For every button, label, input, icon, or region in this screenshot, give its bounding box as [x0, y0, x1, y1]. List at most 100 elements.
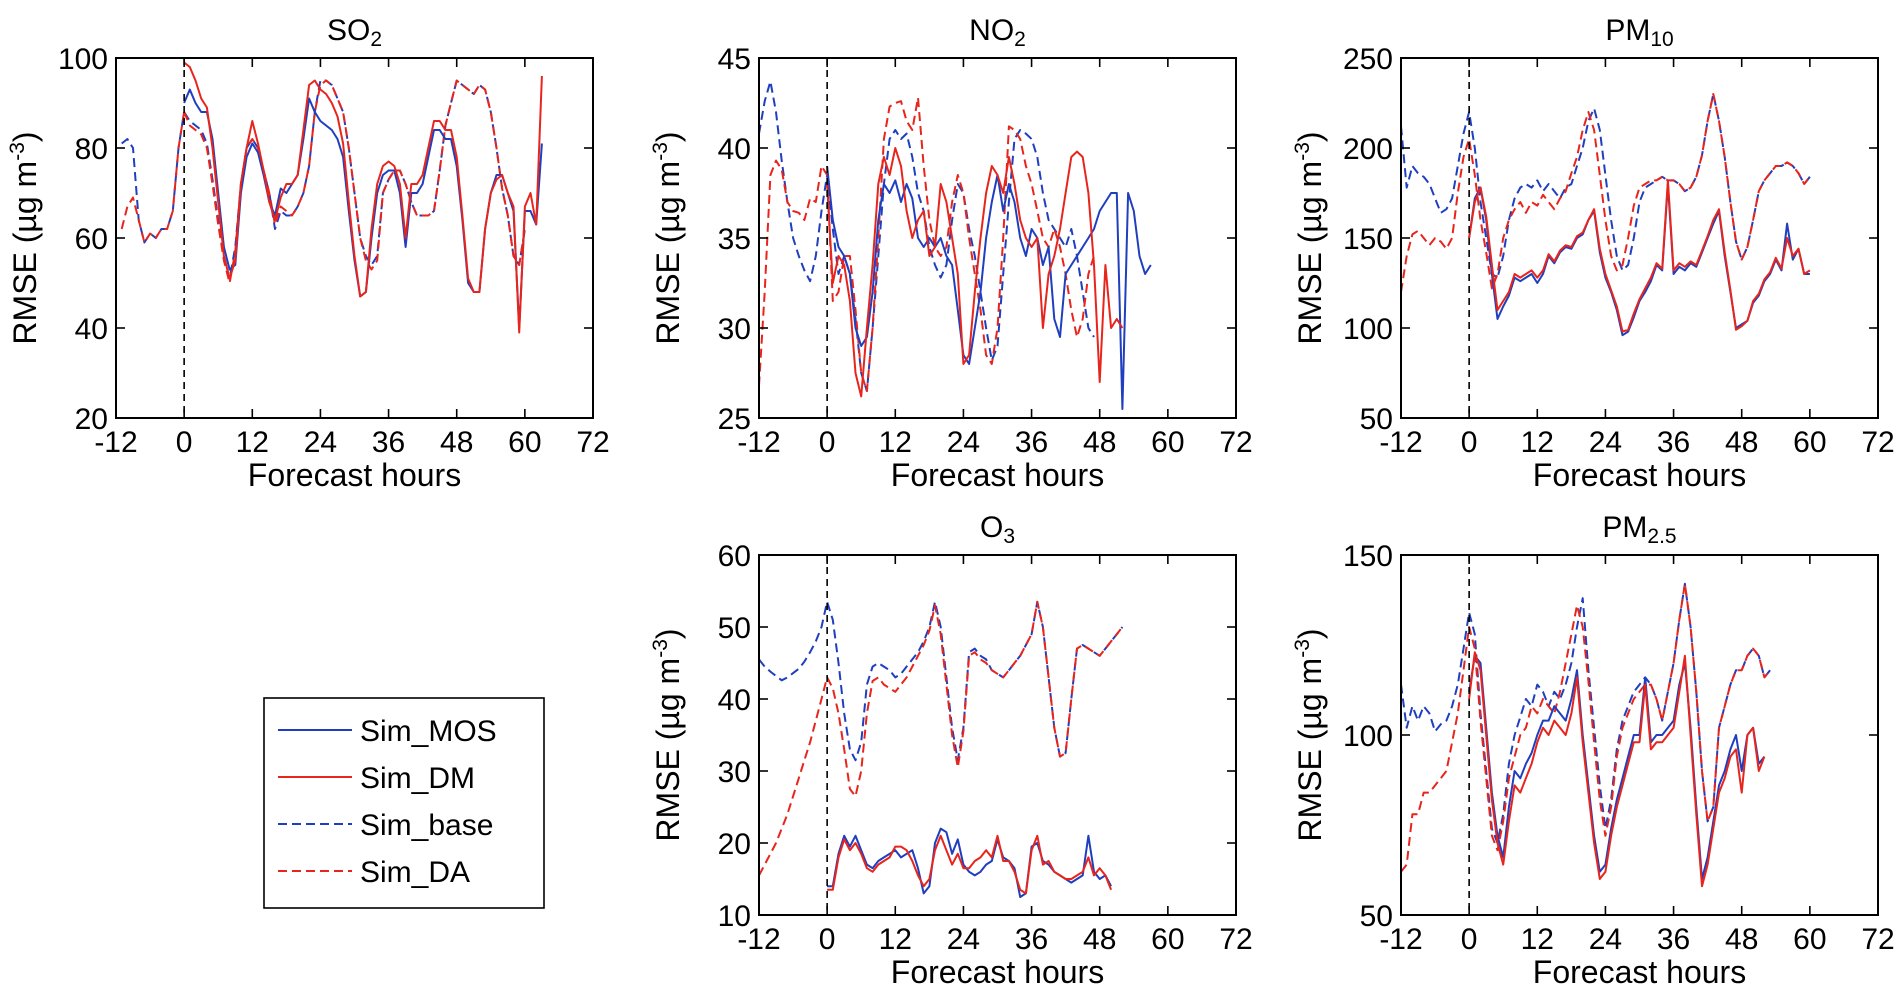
chart-title: SO2: [327, 14, 382, 51]
x-tick-label: 0: [176, 426, 193, 459]
y-axis-label: RMSE (µg m-3): [649, 628, 686, 841]
series-line-mos: [826, 165, 1152, 410]
x-tick-label: 48: [1083, 426, 1116, 459]
title-subscript: 10: [1650, 28, 1673, 51]
x-tick-label: 0: [819, 923, 836, 956]
title-main: PM: [1602, 511, 1647, 544]
x-axis-label: Forecast hours: [891, 457, 1104, 493]
x-tick-label: 0: [1461, 426, 1478, 459]
y-tick-label: 10: [718, 900, 751, 933]
y-tick-label: 20: [718, 828, 751, 861]
axes-box: [115, 57, 594, 419]
y-tick-label: 100: [1343, 720, 1393, 753]
title-main: NO: [969, 14, 1014, 47]
y-tick-label: 60: [75, 223, 108, 256]
x-tick-label: 36: [1657, 923, 1690, 956]
series-line-dm: [1468, 651, 1766, 888]
legend-label-base: Sim_base: [360, 809, 493, 842]
series-line-dm: [826, 147, 1124, 398]
chart-title: PM2.5: [1602, 511, 1676, 548]
series-line-base: [1400, 582, 1771, 844]
x-tick-label: -12: [94, 426, 137, 459]
chart-o3: O3 -12 0 12 24 36 48 60 72 10 20 30 40 50 60 Forecast h…: [649, 511, 1253, 990]
title-subscript: 2.5: [1647, 525, 1676, 548]
x-tick-label: 72: [1219, 923, 1252, 956]
x-tick-label: -12: [1379, 426, 1422, 459]
y-tick-label: 30: [718, 756, 751, 789]
x-axis-label: Forecast hours: [1533, 954, 1746, 990]
legend-box: [263, 697, 545, 909]
y-label-main: RMSE (µg m: [650, 658, 686, 842]
x-tick-label: 48: [1083, 923, 1116, 956]
y-tick-label: 200: [1343, 133, 1393, 166]
series-line-mos: [1468, 654, 1766, 880]
x-tick-label: 0: [819, 426, 836, 459]
x-tick-label: 12: [879, 426, 912, 459]
x-tick-label: -12: [737, 923, 780, 956]
x-tick-label: 48: [1725, 923, 1758, 956]
y-label-close: ): [650, 628, 686, 639]
chart-title: PM10: [1605, 14, 1673, 51]
title-main: O: [980, 511, 1003, 544]
y-label-superscript: -3: [649, 639, 672, 658]
series-line-da: [120, 111, 186, 244]
y-tick-label: 35: [718, 223, 751, 256]
title-subscript: 2: [1014, 28, 1026, 51]
axes-box: [1400, 57, 1879, 419]
y-label-main: RMSE (µg m: [1292, 658, 1328, 842]
y-tick-label: 250: [1343, 43, 1393, 76]
y-label-superscript: -3: [1291, 142, 1314, 161]
x-axis-label: Forecast hours: [1533, 457, 1746, 493]
y-label-close: ): [1292, 628, 1328, 639]
y-tick-label: 25: [718, 403, 751, 436]
y-tick-label: 80: [75, 133, 108, 166]
series-line-da: [758, 96, 1095, 392]
x-tick-label: 36: [1015, 426, 1048, 459]
x-tick-label: 36: [1657, 426, 1690, 459]
legend-label-mos: Sim_MOS: [360, 715, 497, 748]
series-line-dm: [827, 834, 1113, 895]
y-axis-label: RMSE (µg m-3): [1291, 131, 1328, 344]
legend-label-dm: Sim_DM: [360, 762, 475, 795]
x-tick-label: 60: [1793, 923, 1826, 956]
y-tick-label: 50: [1360, 900, 1393, 933]
chart-title: O3: [980, 511, 1015, 548]
y-tick-label: 40: [718, 684, 751, 717]
x-tick-label: 36: [372, 426, 405, 459]
x-tick-label: 36: [1015, 923, 1048, 956]
y-tick-label: 40: [718, 133, 751, 166]
x-tick-label: 24: [1589, 923, 1622, 956]
x-tick-label: 60: [508, 426, 541, 459]
x-tick-label: -12: [737, 426, 780, 459]
chart-title: NO2: [969, 14, 1026, 51]
x-tick-label: 12: [1521, 426, 1554, 459]
x-tick-label: 24: [1589, 426, 1622, 459]
title-main: SO: [327, 14, 370, 47]
x-tick-label: 12: [236, 426, 269, 459]
series-line-dm: [1468, 179, 1811, 333]
x-tick-label: 72: [1861, 923, 1894, 956]
y-tick-label: 40: [75, 313, 108, 346]
x-tick-label: 24: [947, 426, 980, 459]
y-tick-label: 45: [718, 43, 751, 76]
x-tick-label: 12: [879, 923, 912, 956]
title-subscript: 3: [1003, 525, 1015, 548]
series-line-da: [1400, 582, 1771, 873]
y-label-main: RMSE (µg m: [1292, 161, 1328, 345]
y-axis-label: RMSE (µg m-3): [649, 131, 686, 344]
x-tick-label: 60: [1793, 426, 1826, 459]
y-tick-label: 30: [718, 313, 751, 346]
x-axis-label: Forecast hours: [248, 457, 461, 493]
y-axis-label: RMSE (µg m-3): [1291, 628, 1328, 841]
series-line-base: [121, 111, 186, 244]
y-label-main: RMSE (µg m: [650, 161, 686, 345]
x-tick-label: 24: [304, 426, 337, 459]
x-tick-label: 48: [440, 426, 473, 459]
x-tick-label: -12: [1379, 923, 1422, 956]
x-tick-label: 0: [1461, 923, 1478, 956]
chart-so2: SO2 -12 0 12 24 36 48 60 72 20 40 60 80 100 Forecast h…: [6, 14, 610, 493]
series-line-mos: [827, 827, 1112, 898]
y-label-superscript: -3: [649, 142, 672, 161]
y-label-superscript: -3: [6, 142, 29, 161]
